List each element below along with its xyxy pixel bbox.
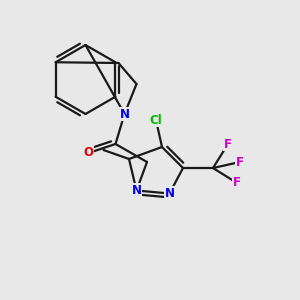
Text: F: F [224,137,232,151]
Text: N: N [119,107,130,121]
Text: N: N [164,187,175,200]
Text: F: F [233,176,241,190]
Text: N: N [131,184,142,197]
Text: O: O [83,146,94,160]
Text: Cl: Cl [150,113,162,127]
Text: F: F [236,155,244,169]
